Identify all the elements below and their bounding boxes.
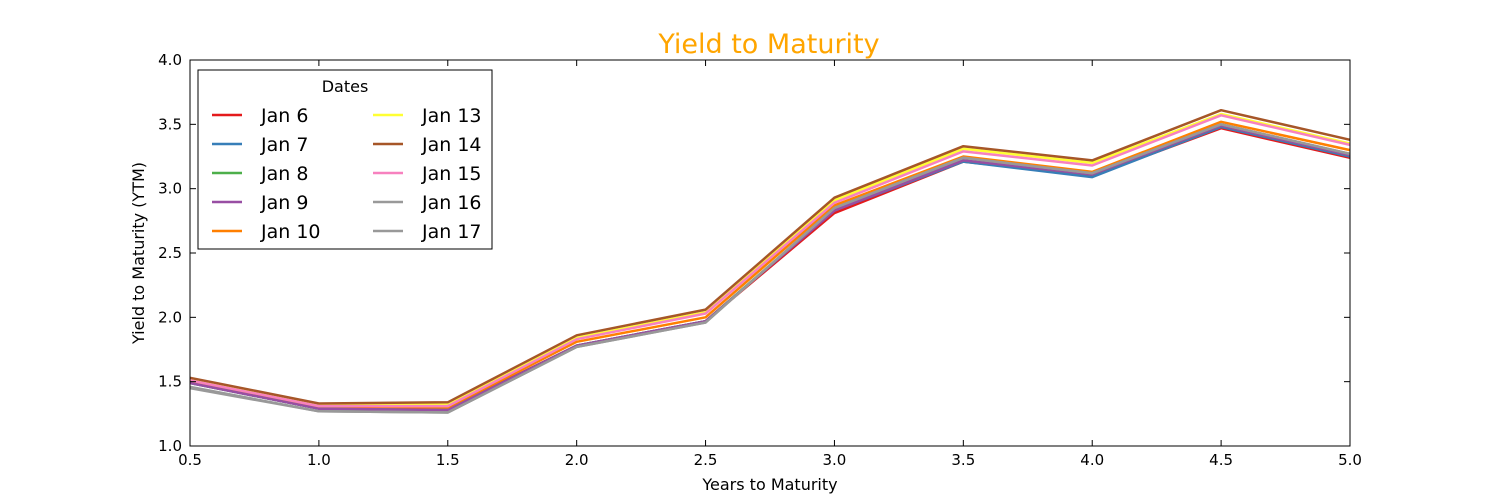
y-tick-label: 3.0 [158,180,182,198]
y-tick-label: 3.5 [158,115,182,133]
legend-label: Jan 10 [260,221,321,243]
y-tick-label: 2.5 [158,244,182,262]
y-tick-label: 4.0 [158,51,182,69]
legend-label: Jan 15 [421,163,482,185]
x-tick-label: 5.0 [1338,451,1362,469]
x-tick-label: 2.0 [565,451,589,469]
series-lines [189,108,1351,414]
x-tick-label: 1.0 [307,451,331,469]
legend-label: Jan 6 [260,105,308,127]
legend-label: Jan 16 [421,192,482,214]
x-tick-label: 3.0 [823,451,847,469]
y-tick-label: 2.0 [158,308,182,326]
legend-box [197,69,493,250]
x-tick-label: 2.5 [694,451,718,469]
x-tick-label: 1.5 [436,451,460,469]
x-tick-label: 3.5 [951,451,975,469]
y-tick-label: 1.0 [158,437,182,455]
legend-label: Jan 7 [260,134,308,156]
series-line-jan-17 [189,123,1351,414]
legend-title: Dates [322,77,369,96]
legend-label: Jan 8 [260,163,308,185]
x-axis: 0.5 1.0 1.5 2.0 2.5 3.0 3.5 4.0 4.5 5.0 [178,60,1362,469]
y-tick-label: 1.5 [158,373,182,391]
chart-title: Yield to Maturity [657,29,879,60]
legend-label: Jan 9 [260,192,308,214]
x-tick-label: 4.5 [1209,451,1233,469]
legend-label: Jan 13 [421,105,482,127]
series-line-jan-15 [189,114,1351,408]
legend-label: Jan 17 [421,221,482,243]
x-tick-label: 4.0 [1080,451,1104,469]
x-axis-label: Years to Maturity [701,475,837,494]
series-line-jan-13 [189,112,1351,407]
x-tick-label: 0.5 [178,451,202,469]
y-axis-label: Yield to Maturity (YTM) [129,162,148,345]
series-line-jan-14 [189,108,1351,405]
legend-label: Jan 14 [421,134,482,156]
legend-items: Jan 6 Jan 7 Jan 8 Jan 9 Jan 10 Jan 13 Jan 14 Ja… [212,105,482,243]
y-axis: 1.0 1.5 2.0 2.5 3.0 3.5 4.0 [158,51,1350,455]
